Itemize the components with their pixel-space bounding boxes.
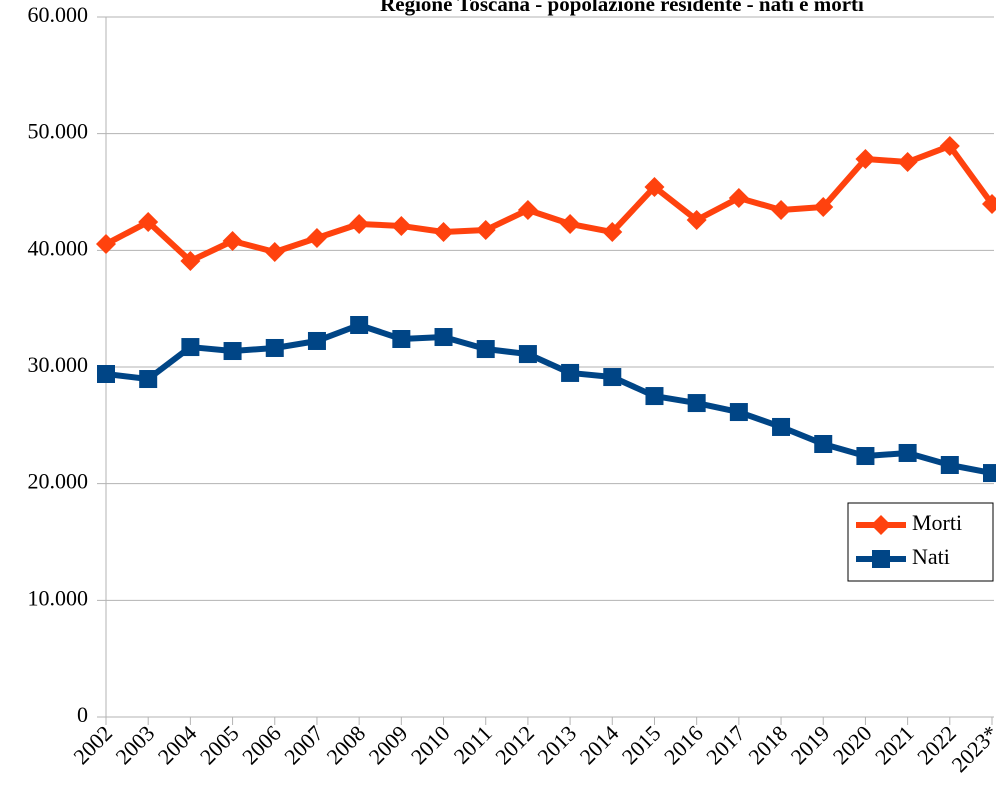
data-point bbox=[686, 210, 707, 230]
data-point bbox=[898, 443, 917, 462]
data-point bbox=[97, 365, 115, 383]
data-point bbox=[645, 387, 664, 406]
data-point bbox=[982, 194, 996, 215]
data-point bbox=[433, 222, 454, 243]
y-tick-label: 30.000 bbox=[28, 352, 89, 377]
data-point bbox=[96, 234, 116, 255]
data-point bbox=[139, 370, 158, 389]
data-point bbox=[476, 340, 495, 359]
data-point bbox=[561, 363, 580, 382]
series-line bbox=[105, 322, 993, 476]
y-tick-label: 50.000 bbox=[28, 119, 89, 144]
data-point bbox=[518, 345, 537, 364]
data-point bbox=[475, 220, 496, 241]
data-point bbox=[180, 250, 201, 271]
data-point bbox=[138, 211, 159, 232]
data-point bbox=[856, 447, 875, 466]
data-point bbox=[392, 330, 411, 348]
legend-label: Morti bbox=[912, 510, 962, 535]
y-tick-label: 40.000 bbox=[28, 235, 89, 260]
data-point bbox=[813, 197, 834, 218]
data-point bbox=[223, 342, 242, 361]
data-point bbox=[222, 231, 243, 251]
series-line bbox=[104, 143, 995, 264]
data-point bbox=[939, 136, 960, 157]
legend-marker bbox=[871, 515, 891, 535]
data-point bbox=[983, 464, 996, 483]
y-tick-label: 60.000 bbox=[28, 2, 89, 27]
y-tick-label: 20.000 bbox=[28, 469, 89, 494]
y-tick-label: 10.000 bbox=[28, 585, 89, 610]
data-point bbox=[265, 338, 284, 357]
data-point bbox=[771, 199, 792, 220]
data-point bbox=[349, 213, 370, 234]
data-point bbox=[560, 213, 581, 234]
legend-marker bbox=[872, 550, 890, 568]
data-point bbox=[391, 215, 412, 236]
data-point bbox=[855, 148, 876, 169]
data-point bbox=[772, 417, 791, 436]
data-point bbox=[897, 152, 918, 173]
data-point bbox=[814, 435, 833, 453]
legend-label: Nati bbox=[912, 544, 950, 569]
data-point bbox=[644, 176, 665, 197]
data-point bbox=[602, 222, 623, 243]
chart-title: Regione Toscana - popolazione residente … bbox=[380, 0, 864, 16]
data-point bbox=[940, 456, 959, 474]
data-point bbox=[307, 331, 326, 350]
data-point bbox=[603, 368, 622, 387]
data-point bbox=[687, 394, 706, 413]
data-point bbox=[729, 403, 748, 422]
data-point bbox=[306, 227, 327, 248]
data-point bbox=[434, 328, 453, 347]
data-point bbox=[181, 338, 200, 357]
y-tick-label: 0 bbox=[77, 702, 88, 727]
data-point bbox=[517, 199, 538, 220]
data-point bbox=[350, 316, 369, 334]
data-point bbox=[728, 187, 749, 208]
data-point bbox=[264, 241, 285, 262]
